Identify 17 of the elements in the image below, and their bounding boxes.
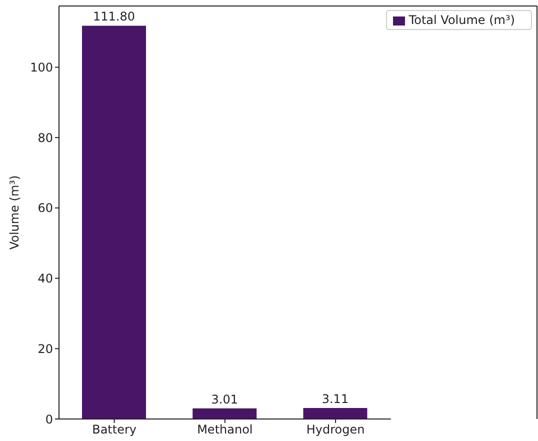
data-label: 3.11 <box>322 392 349 406</box>
data-label: 3.01 <box>211 392 238 406</box>
y-axis-title: Volume (m³) <box>7 175 22 250</box>
x-tick-label: Hydrogen <box>306 422 365 437</box>
bar <box>192 408 257 419</box>
bar <box>303 408 368 419</box>
data-label: 111.80 <box>93 10 135 24</box>
y-tick-label: 80 <box>38 130 53 145</box>
x-tick-label: Methanol <box>197 422 253 437</box>
x-tick-label: Battery <box>92 422 137 437</box>
y-tick-label: 100 <box>30 60 53 74</box>
bar <box>82 26 146 419</box>
legend-label: Total Volume (m³) <box>408 13 515 27</box>
y-tick-label: 60 <box>38 201 53 216</box>
y-tick-label: 40 <box>38 272 53 286</box>
y-tick-label: 0 <box>45 412 53 426</box>
y-tick-label: 20 <box>38 342 53 356</box>
